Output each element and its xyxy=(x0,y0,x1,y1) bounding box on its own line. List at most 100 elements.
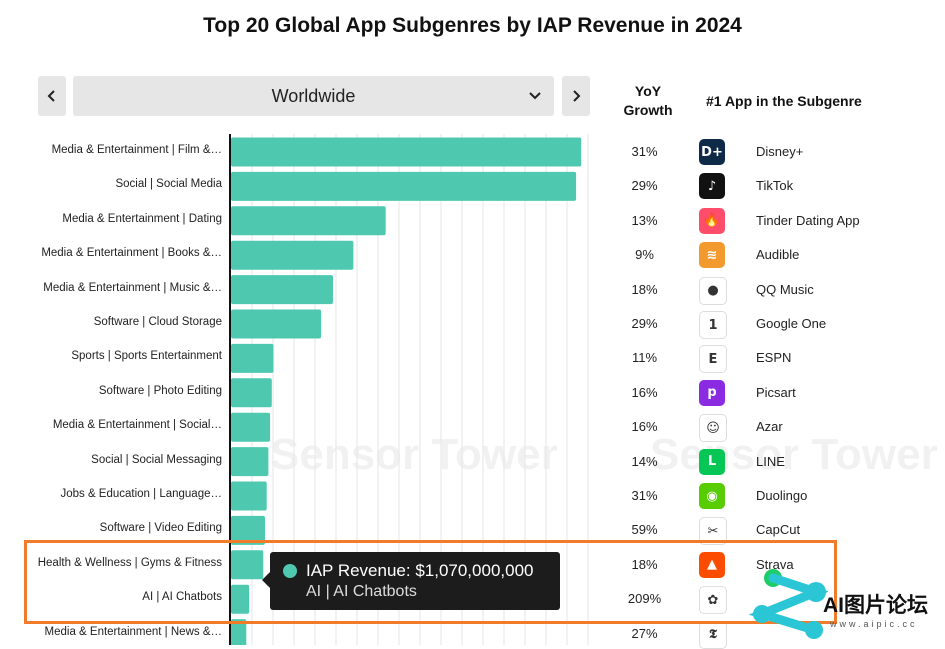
bar[interactable] xyxy=(231,378,272,408)
category-label: Software | Video Editing xyxy=(99,522,222,535)
category-label: AI | AI Chatbots xyxy=(142,591,222,604)
bar[interactable] xyxy=(231,206,386,236)
icon-glyph: E xyxy=(708,351,718,367)
top-app-name: TikTok xyxy=(756,178,794,194)
bar[interactable] xyxy=(231,240,354,270)
category-label: Software | Photo Editing xyxy=(98,384,222,397)
icon-glyph: D+ xyxy=(701,144,723,160)
yoy-growth-value: 16% xyxy=(631,419,658,435)
top-app-header: #1 App in the Subgenre xyxy=(706,93,862,109)
top-app-name: Strava xyxy=(756,556,794,572)
top-app-name: CapCut xyxy=(756,522,801,538)
icon-glyph: ♪ xyxy=(707,178,717,194)
yoy-growth-value: 16% xyxy=(631,384,658,400)
region-dropdown[interactable]: Worldwide xyxy=(73,76,554,116)
top-app-name: QQ Music xyxy=(756,281,814,297)
espn-icon: E xyxy=(699,345,727,374)
chevron-down-icon xyxy=(529,92,541,100)
yoy-header-line2: Growth xyxy=(623,102,673,118)
bar[interactable] xyxy=(231,309,322,339)
chart-title: Top 20 Global App Subgenres by IAP Reven… xyxy=(203,14,742,37)
disney-plus-icon: D+ xyxy=(699,139,725,165)
tooltip-category: AI | AI Chatbots xyxy=(306,583,417,600)
top-app-name: Audible xyxy=(756,247,800,263)
azar-icon: ☺ xyxy=(699,414,727,443)
top-app-name: Tinder Dating App xyxy=(756,212,860,228)
icon-glyph: ▲ xyxy=(707,557,717,573)
category-label: Jobs & Education | Language… xyxy=(60,488,222,500)
chevron-right-icon xyxy=(573,90,581,102)
prev-button[interactable] xyxy=(38,76,66,116)
category-label: Media & Entertainment | Film &… xyxy=(51,144,222,156)
icon-glyph: ≋ xyxy=(706,247,718,263)
audible-icon: ≋ xyxy=(699,242,725,269)
yoy-growth-value: 31% xyxy=(631,488,658,503)
icon-glyph: ● xyxy=(707,283,719,299)
logo-url: www.aipic.cc xyxy=(830,619,918,629)
chevron-left-icon xyxy=(47,90,55,102)
logo-brand: AI图片论坛 xyxy=(823,594,928,617)
category-label: Social | Social Media xyxy=(115,178,222,191)
icon-glyph: 𝕿 xyxy=(709,627,717,643)
region-value: Worldwide xyxy=(271,85,356,106)
logo-icon xyxy=(748,569,830,639)
yoy-growth-value: 18% xyxy=(631,281,658,297)
category-label: Sports | Sports Entertainment xyxy=(71,350,222,363)
tiktok-icon: ♪ xyxy=(699,173,725,200)
duolingo-icon: ◉ xyxy=(699,483,725,509)
next-button[interactable] xyxy=(562,76,590,116)
yoy-growth-value: 29% xyxy=(631,178,658,194)
icon-glyph: p xyxy=(707,385,717,401)
watermark-left: Sensor Tower xyxy=(270,430,558,479)
yoy-growth-value: 14% xyxy=(631,453,658,469)
bar[interactable] xyxy=(231,171,577,201)
top-app-name: Picsart xyxy=(756,384,796,400)
icon-glyph: ☺ xyxy=(706,420,720,436)
bar[interactable] xyxy=(231,481,267,511)
picsart-icon: p xyxy=(699,379,725,406)
yoy-header: YoY Growth xyxy=(612,82,684,120)
bar[interactable] xyxy=(231,584,250,614)
nyt-icon: 𝕿 xyxy=(699,620,727,649)
qq-music-icon: ● xyxy=(699,276,727,305)
category-label: Health & Wellness | Gyms & Fitness xyxy=(37,556,222,569)
yoy-growth-value: 13% xyxy=(631,212,658,228)
yoy-growth-value: 9% xyxy=(635,247,654,263)
yoy-growth-value: 209% xyxy=(627,591,662,607)
category-label: Media & Entertainment | Social… xyxy=(52,419,222,432)
bar[interactable] xyxy=(231,619,247,645)
google-one-icon: 1 xyxy=(699,311,727,339)
category-label: Software | Cloud Storage xyxy=(93,316,222,328)
icon-glyph: ◉ xyxy=(706,488,718,504)
yoy-growth-value: 18% xyxy=(631,556,658,572)
top-app-name: Disney+ xyxy=(756,144,804,159)
bar[interactable] xyxy=(231,137,582,167)
bar[interactable] xyxy=(231,515,265,545)
yoy-header-line1: YoY xyxy=(634,83,662,99)
top-app-name: Azar xyxy=(756,419,783,435)
icon-glyph: 1 xyxy=(708,317,718,333)
tooltip: IAP Revenue: $1,070,000,000 AI | AI Chat… xyxy=(262,552,560,610)
bar[interactable] xyxy=(231,412,271,442)
category-label: Media & Entertainment | News &… xyxy=(44,625,222,638)
tooltip-value: IAP Revenue: $1,070,000,000 xyxy=(306,561,534,580)
yoy-growth-value: 11% xyxy=(631,350,658,366)
yoy-growth-value: 29% xyxy=(631,316,658,331)
bar[interactable] xyxy=(231,275,333,305)
top-app-name: Duolingo xyxy=(756,488,808,503)
top-app-name: Google One xyxy=(756,316,827,331)
icon-glyph: ✂ xyxy=(707,523,719,539)
line-icon: L xyxy=(699,448,725,475)
bar[interactable] xyxy=(231,447,269,477)
bar[interactable] xyxy=(231,550,264,580)
category-label: Social | Social Messaging xyxy=(91,453,222,466)
bar[interactable] xyxy=(231,343,274,373)
category-label: Media & Entertainment | Dating xyxy=(62,212,222,225)
yoy-growth-value: 27% xyxy=(631,625,658,641)
icon-glyph: L xyxy=(707,454,717,470)
watermark-right: Sensor Tower xyxy=(650,430,938,479)
tooltip-swatch xyxy=(283,564,297,578)
strava-icon: ▲ xyxy=(699,551,725,578)
category-label: Media & Entertainment | Books &… xyxy=(41,247,222,260)
yoy-growth-value: 31% xyxy=(631,144,658,159)
